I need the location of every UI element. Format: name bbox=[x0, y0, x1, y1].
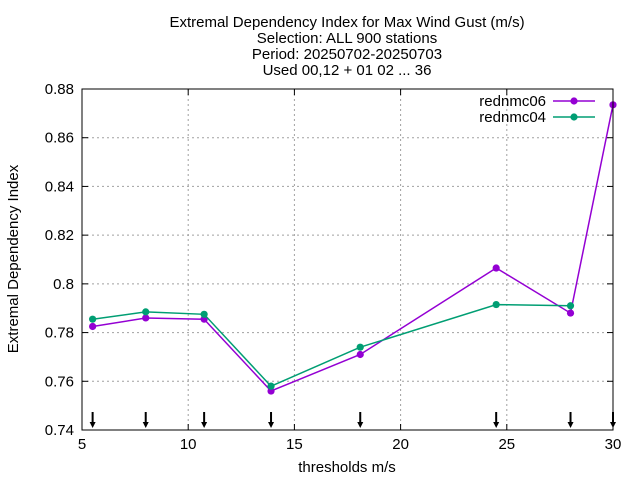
data-point bbox=[356, 350, 364, 359]
x-tick-label: 20 bbox=[392, 436, 409, 453]
threshold-arrow bbox=[89, 412, 96, 428]
data-point bbox=[89, 315, 97, 323]
threshold-arrow-head bbox=[142, 422, 149, 428]
legend-swatch-point bbox=[570, 97, 578, 105]
data-point bbox=[356, 343, 364, 351]
data-point bbox=[89, 322, 97, 331]
legend-swatch-point bbox=[570, 113, 578, 121]
x-tick-label: 10 bbox=[180, 436, 197, 453]
x-tick-label: 30 bbox=[605, 436, 622, 453]
series-rednmc04 bbox=[89, 300, 575, 390]
y-tick-label: 0.86 bbox=[45, 130, 74, 147]
series-line bbox=[92, 303, 571, 388]
y-axis-label: Extremal Dependency Index bbox=[5, 164, 22, 353]
x-tick-label: 5 bbox=[78, 436, 86, 453]
chart-title: Extremal Dependency Index for Max Wind G… bbox=[169, 14, 524, 79]
threshold-arrow bbox=[357, 412, 364, 428]
data-point bbox=[200, 310, 208, 318]
legend-label: rednmc04 bbox=[479, 109, 546, 126]
x-tick-label: 15 bbox=[286, 436, 303, 453]
plot-frame bbox=[81, 88, 614, 431]
series-line bbox=[92, 104, 614, 392]
y-tick-label: 0.78 bbox=[45, 325, 74, 342]
threshold-arrow-head bbox=[268, 422, 275, 428]
y-tick-label: 0.8 bbox=[53, 276, 74, 293]
data-point bbox=[142, 308, 150, 316]
y-tick-label: 0.88 bbox=[45, 81, 74, 98]
threshold-arrow bbox=[142, 412, 149, 428]
data-point bbox=[492, 264, 500, 272]
axis-ticks: 0.74 0.76 0.78 0.8 0.82 0.84 0.86 0.88 5 10 15 20 25… bbox=[45, 81, 622, 453]
y-tick-label: 0.76 bbox=[45, 373, 74, 390]
threshold-arrow bbox=[268, 412, 275, 428]
x-tick-label: 25 bbox=[498, 436, 515, 453]
threshold-arrow bbox=[493, 412, 500, 428]
y-tick-label: 0.74 bbox=[45, 422, 74, 439]
legend-label: rednmc06 bbox=[479, 93, 546, 110]
series-lines bbox=[89, 101, 617, 395]
title-line-4: Used 00,12 + 01 02 ... 36 bbox=[263, 62, 432, 79]
data-point bbox=[492, 300, 500, 309]
grid bbox=[82, 89, 613, 430]
data-point bbox=[566, 302, 575, 310]
threshold-arrow-head bbox=[567, 422, 574, 428]
y-tick-label: 0.84 bbox=[45, 178, 74, 195]
data-point bbox=[566, 309, 575, 317]
threshold-arrow-head bbox=[357, 422, 364, 428]
title-line-1: Extremal Dependency Index for Max Wind G… bbox=[169, 14, 524, 31]
y-tick-label: 0.82 bbox=[45, 227, 74, 244]
x-axis-label: thresholds m/s bbox=[298, 459, 396, 476]
threshold-arrow-head bbox=[201, 422, 208, 428]
title-line-2: Selection: ALL 900 stations bbox=[257, 30, 437, 47]
threshold-arrow-head bbox=[493, 422, 500, 428]
data-point bbox=[142, 314, 150, 322]
title-line-3: Period: 20250702-20250703 bbox=[252, 46, 442, 63]
data-point bbox=[267, 382, 275, 390]
threshold-arrow bbox=[567, 412, 574, 428]
threshold-arrow bbox=[201, 412, 208, 428]
threshold-markers bbox=[89, 412, 616, 428]
threshold-arrow-head bbox=[89, 422, 96, 428]
